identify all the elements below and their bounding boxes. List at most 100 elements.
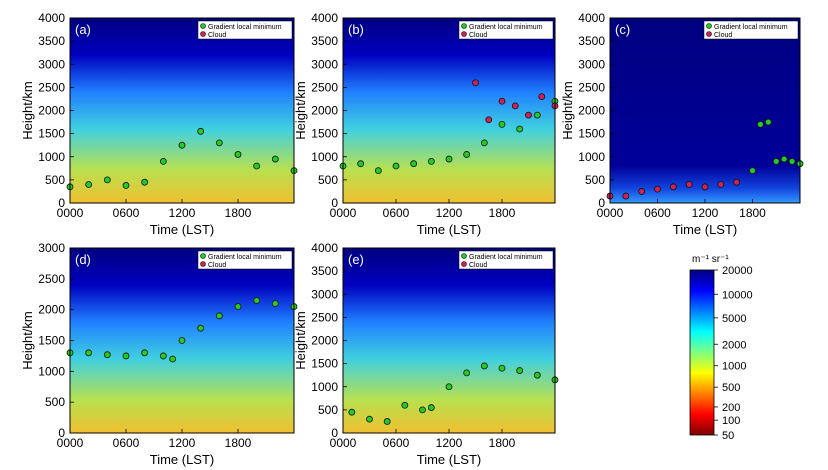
panel-a: 0 500 1000 1500 2000 2500 3000 3500 4000 0000 0600…: [20, 11, 298, 237]
y-axis-label: Height/km: [293, 81, 308, 140]
legend-cloud-label: Cloud: [469, 32, 487, 39]
y-tick-label: 1500: [311, 127, 338, 141]
y-tick-label: 500: [318, 403, 338, 417]
gradient-min-marker: [197, 324, 205, 332]
y-tick-label: 2000: [38, 104, 65, 118]
y-tick-label: 1500: [38, 334, 65, 348]
gradient-min-marker: [463, 151, 471, 158]
y-tick-label: 1000: [38, 364, 65, 378]
y-tick-label: 500: [318, 173, 338, 187]
y-tick-label: 3500: [578, 34, 605, 48]
y-tick-label: 1000: [578, 150, 605, 164]
gradient-min-marker: [419, 406, 426, 414]
gradient-min-marker: [122, 182, 130, 189]
cloud-marker: [525, 111, 532, 119]
legend-cloud-marker: [200, 261, 206, 267]
gradient-min-marker: [357, 160, 365, 168]
y-tick-label: 3000: [38, 57, 65, 71]
colorbar-tick-label: 5000: [722, 313, 746, 325]
colorbar-tick-label: 200: [722, 402, 740, 414]
x-tick-label: 1800: [489, 436, 516, 450]
y-axis-label: Height/km: [20, 311, 35, 370]
gradient-min-marker: [480, 139, 488, 147]
y-tick-label: 4000: [311, 241, 338, 255]
x-tick-label: 1200: [169, 436, 196, 450]
cloud-marker: [498, 97, 506, 105]
x-tick-label: 0000: [57, 436, 84, 450]
y-tick-label: 2000: [578, 104, 605, 118]
y-tick-label: 1500: [38, 127, 65, 141]
x-axis-label: Time (LST): [150, 452, 215, 467]
legend-box: [197, 250, 293, 270]
gradient-min-marker: [374, 167, 382, 175]
gradient-min-marker: [516, 125, 524, 133]
legend-cloud-label: Cloud: [469, 262, 487, 269]
y-axis-label: Height/km: [560, 81, 575, 140]
x-tick-label: 0600: [113, 436, 140, 450]
gradient-min-marker: [178, 337, 186, 344]
legend-gradient-label: Gradient local minimum: [469, 24, 543, 31]
x-tick-label: 1200: [692, 206, 719, 220]
gradient-min-marker: [533, 371, 541, 379]
y-tick-label: 4000: [38, 11, 65, 25]
gradient-min-marker: [103, 176, 111, 184]
y-tick-label: 0: [331, 426, 338, 440]
y-tick-label: 3500: [311, 34, 338, 48]
gradient-min-marker: [141, 178, 149, 186]
x-tick-label: 0000: [597, 206, 624, 220]
x-axis-label: Time (LST): [417, 222, 482, 237]
cloud-marker: [538, 93, 546, 101]
legend-cloud-label: Cloud: [208, 32, 226, 39]
gradient-min-marker: [253, 297, 261, 304]
legend-gradient-label: Gradient local minimum: [469, 254, 543, 261]
y-tick-label: 0: [58, 196, 65, 210]
gradient-min-marker: [445, 155, 453, 163]
colorbar-tick-label: 10000: [722, 289, 753, 301]
panel-label: (a): [75, 22, 91, 37]
x-tick-label: 0000: [330, 436, 357, 450]
gradient-min-marker: [366, 415, 373, 423]
x-axis-label: Time (LST): [673, 222, 738, 237]
y-tick-label: 2000: [38, 303, 65, 317]
y-tick-label: 0: [598, 196, 605, 210]
y-tick-label: 1500: [311, 357, 338, 371]
cloud-marker: [701, 183, 709, 191]
gradient-min-marker: [516, 367, 524, 374]
gradient-min-marker: [401, 401, 409, 409]
cloud-marker: [638, 188, 646, 195]
cloud-marker: [654, 185, 661, 193]
x-tick-label: 1800: [489, 206, 516, 220]
gradient-min-marker: [85, 349, 93, 357]
colorbar-tick-label: 1000: [722, 361, 746, 373]
gradient-min-marker: [480, 362, 488, 370]
gradient-min-marker: [348, 408, 356, 416]
legend-box: [458, 250, 554, 270]
y-tick-label: 2500: [311, 80, 338, 94]
heatmap-field: [70, 18, 294, 203]
legend-cloud-marker: [461, 31, 467, 37]
y-tick-label: 3000: [38, 241, 65, 255]
panel-label: (c): [615, 22, 630, 37]
legend-cloud-marker: [461, 261, 467, 267]
x-tick-label: 0600: [383, 436, 410, 450]
cloud-marker: [733, 178, 741, 186]
gradient-min-marker: [780, 155, 788, 163]
gradient-min-marker: [178, 141, 186, 149]
panel-b: 0 500 1000 1500 2000 2500 3000 3500 4000 0000 0600…: [293, 11, 559, 237]
y-tick-label: 3500: [311, 264, 338, 278]
gradient-min-marker: [197, 127, 205, 135]
y-axis-label: Height/km: [293, 311, 308, 370]
legend-gradient-marker: [706, 23, 712, 29]
gradient-min-marker: [498, 120, 506, 128]
gradient-min-marker: [159, 352, 167, 360]
gradient-min-marker: [772, 157, 780, 165]
panel-d: 0 500 1000 1500 2000 2500 3000 0000 0600 1200 1800…: [20, 241, 298, 467]
gradient-min-marker: [463, 369, 471, 377]
panel-label: (b): [348, 22, 364, 37]
gradient-min-marker: [271, 155, 279, 163]
gradient-min-marker: [757, 120, 764, 128]
y-tick-label: 0: [331, 196, 338, 210]
gradient-min-marker: [141, 349, 149, 357]
x-tick-label: 1200: [169, 206, 196, 220]
